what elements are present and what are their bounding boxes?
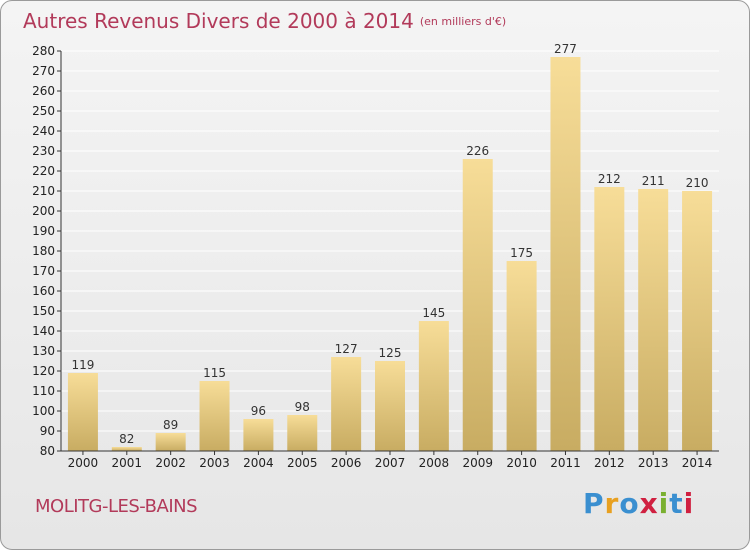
logo-letter: i [658, 487, 670, 520]
y-tick-label: 150 [32, 304, 55, 318]
y-tick-label: 200 [32, 204, 55, 218]
data-label-2007: 125 [379, 346, 402, 360]
data-label-2002: 89 [163, 418, 178, 432]
data-label-layer: 119 82 89 115 96 98 127 125 145 226 175 277 212 211 21… [71, 42, 708, 446]
y-tick-label: 80 [40, 444, 55, 458]
x-tick-label-2005: 2005 [287, 456, 318, 470]
logo-letter: x [639, 487, 659, 520]
y-tick-label: 210 [32, 184, 55, 198]
data-label-2012: 212 [598, 172, 621, 186]
bar-2014[interactable] [682, 191, 713, 451]
data-label-2004: 96 [251, 404, 266, 418]
y-tick-label: 90 [40, 424, 55, 438]
y-tick-label: 190 [32, 224, 55, 238]
data-label-2003: 115 [203, 366, 226, 380]
logo-letter: t [669, 487, 684, 520]
data-label-2009: 226 [466, 144, 489, 158]
data-label-2006: 127 [335, 342, 358, 356]
data-label-2001: 82 [119, 432, 134, 446]
x-tick-label-2013: 2013 [638, 456, 669, 470]
bar-2013[interactable] [638, 189, 669, 451]
y-tick-label: 220 [32, 164, 55, 178]
x-tick-label-2002: 2002 [155, 456, 186, 470]
logo-letter: o [619, 487, 640, 520]
city-name: MOLITG-LES-BAINS [35, 496, 198, 517]
data-label-2013: 211 [642, 174, 665, 188]
y-tick-label: 270 [32, 64, 55, 78]
y-tick-label: 120 [32, 364, 55, 378]
logo-letter: r [604, 487, 620, 520]
x-tick-label-2006: 2006 [331, 456, 362, 470]
x-tick-label-2001: 2001 [112, 456, 143, 470]
data-label-2000: 119 [71, 358, 94, 372]
x-tick-label-2004: 2004 [243, 456, 274, 470]
y-tick-label: 240 [32, 124, 55, 138]
bar-2005[interactable] [287, 415, 318, 451]
y-tick-label: 110 [32, 384, 55, 398]
y-tick-label: 260 [32, 84, 55, 98]
x-tick-label-2014: 2014 [682, 456, 713, 470]
x-tick-label-2012: 2012 [594, 456, 625, 470]
logo-letter: i [683, 487, 695, 520]
x-tick-label-2008: 2008 [419, 456, 450, 470]
data-label-2014: 210 [686, 176, 709, 190]
bar-2009[interactable] [462, 159, 493, 451]
x-tick-label-2003: 2003 [199, 456, 230, 470]
bar-2008[interactable] [418, 321, 449, 451]
y-tick-label: 230 [32, 144, 55, 158]
logo-letter: P [583, 487, 605, 520]
bar-2010[interactable] [506, 261, 537, 451]
bar-2002[interactable] [155, 433, 186, 451]
y-tick-label: 140 [32, 324, 55, 338]
y-tick-label: 160 [32, 284, 55, 298]
y-tick-label: 280 [32, 44, 55, 58]
proxiti-logo[interactable]: Proxiti [583, 487, 694, 520]
bar-2012[interactable] [594, 187, 625, 451]
bar-2001[interactable] [111, 447, 142, 451]
x-tick-label-2009: 2009 [462, 456, 493, 470]
x-tick-label-2011: 2011 [550, 456, 581, 470]
data-label-2011: 277 [554, 42, 577, 56]
y-tick-label: 250 [32, 104, 55, 118]
x-tick-label-2000: 2000 [68, 456, 99, 470]
y-tick-label: 170 [32, 264, 55, 278]
bar-2007[interactable] [375, 361, 405, 451]
bar-2004[interactable] [243, 419, 274, 451]
bar-2003[interactable] [199, 381, 230, 451]
y-tick-label: 180 [32, 244, 55, 258]
bar-2000[interactable] [67, 373, 98, 451]
bar-2011[interactable] [550, 57, 581, 451]
chart-title-text: Autres Revenus Divers de 2000 à 2014 [23, 9, 414, 33]
y-tick-label: 100 [32, 404, 55, 418]
y-tick-label: 130 [32, 344, 55, 358]
chart-title: Autres Revenus Divers de 2000 à 2014 (en … [23, 9, 506, 33]
axis-layer: 80 90 100 110 120 130 140 150 160 170 180 190 200 210… [32, 44, 719, 470]
chart-subtitle: (en milliers d'€) [419, 15, 507, 28]
x-tick-label-2010: 2010 [506, 456, 537, 470]
data-label-2010: 175 [510, 246, 533, 260]
data-label-2005: 98 [295, 400, 310, 414]
bar-2006[interactable] [331, 357, 362, 451]
x-tick-label-2007: 2007 [375, 456, 406, 470]
data-label-2008: 145 [422, 306, 445, 320]
bar-layer [67, 57, 713, 451]
